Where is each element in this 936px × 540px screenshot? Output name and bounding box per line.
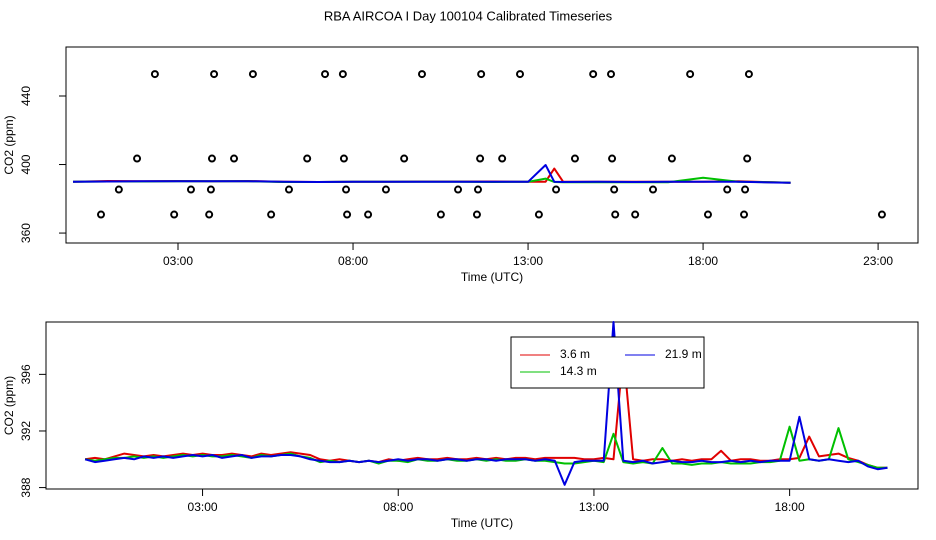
- data-point: [552, 185, 561, 194]
- data-point: [133, 154, 142, 163]
- data-point: [267, 210, 276, 219]
- y-tick-label: 388: [19, 477, 33, 497]
- data-point: [477, 70, 486, 79]
- data-point: [207, 154, 216, 163]
- data-point: [436, 210, 445, 219]
- data-point: [516, 70, 525, 79]
- data-point: [338, 70, 347, 79]
- data-point: [476, 154, 485, 163]
- y-tick-label: 392: [19, 421, 33, 441]
- data-point: [400, 154, 409, 163]
- series-line: [84, 321, 888, 486]
- data-point: [472, 210, 481, 219]
- data-point: [97, 210, 106, 219]
- data-point: [631, 210, 640, 219]
- legend-label: 3.6 m: [560, 347, 590, 361]
- data-point: [649, 185, 658, 194]
- data-point: [150, 70, 159, 79]
- plot-frame: [45, 321, 919, 490]
- x-tick-label: 18:00: [688, 254, 718, 268]
- data-point: [210, 70, 219, 79]
- y-tick-label: 440: [19, 86, 33, 106]
- data-point: [381, 185, 390, 194]
- data-point: [186, 185, 195, 194]
- data-point: [303, 154, 312, 163]
- data-point: [611, 210, 620, 219]
- data-point: [607, 70, 616, 79]
- data-point: [589, 70, 598, 79]
- data-point: [284, 185, 293, 194]
- legend-label: 14.3 m: [560, 364, 597, 378]
- data-point: [114, 185, 123, 194]
- data-point: [877, 210, 886, 219]
- data-point: [205, 210, 214, 219]
- data-point: [610, 185, 619, 194]
- x-axis-title: Time (UTC): [461, 270, 523, 284]
- data-point: [744, 70, 753, 79]
- x-tick-label: 03:00: [163, 254, 193, 268]
- x-tick-label: 08:00: [338, 254, 368, 268]
- data-point: [454, 185, 463, 194]
- x-tick-label: 03:00: [188, 500, 218, 514]
- x-tick-label: 18:00: [775, 500, 805, 514]
- data-point: [342, 185, 351, 194]
- data-point: [534, 210, 543, 219]
- data-point: [723, 185, 732, 194]
- data-point: [667, 154, 676, 163]
- data-point: [703, 210, 712, 219]
- y-tick-label: 400: [19, 154, 33, 174]
- y-tick-label: 360: [19, 223, 33, 243]
- y-tick-label: 396: [19, 364, 33, 384]
- legend-box: [510, 336, 705, 389]
- plot-frame: [65, 46, 919, 244]
- x-tick-label: 13:00: [579, 500, 609, 514]
- data-point: [473, 185, 482, 194]
- x-tick-label: 23:00: [863, 254, 893, 268]
- data-point: [741, 185, 750, 194]
- data-point: [364, 210, 373, 219]
- data-point: [206, 185, 215, 194]
- data-point: [339, 154, 348, 163]
- data-point: [230, 154, 239, 163]
- x-tick-label: 08:00: [383, 500, 413, 514]
- data-point: [248, 70, 257, 79]
- x-axis-title: Time (UTC): [451, 516, 513, 530]
- x-tick-label: 13:00: [513, 254, 543, 268]
- data-point: [608, 154, 617, 163]
- data-point: [343, 210, 352, 219]
- data-point: [740, 210, 749, 219]
- data-point: [321, 70, 330, 79]
- data-point: [743, 154, 752, 163]
- data-point: [686, 70, 695, 79]
- chart-title: RBA AIRCOA I Day 100104 Calibrated Times…: [324, 8, 613, 23]
- data-point: [170, 210, 179, 219]
- data-point: [570, 154, 579, 163]
- y-axis-title: CO2 (ppm): [2, 115, 16, 174]
- series-line: [72, 164, 791, 184]
- y-axis-title: CO2 (ppm): [2, 376, 16, 435]
- data-point: [417, 70, 426, 79]
- legend-label: 21.9 m: [665, 347, 702, 361]
- data-point: [498, 154, 507, 163]
